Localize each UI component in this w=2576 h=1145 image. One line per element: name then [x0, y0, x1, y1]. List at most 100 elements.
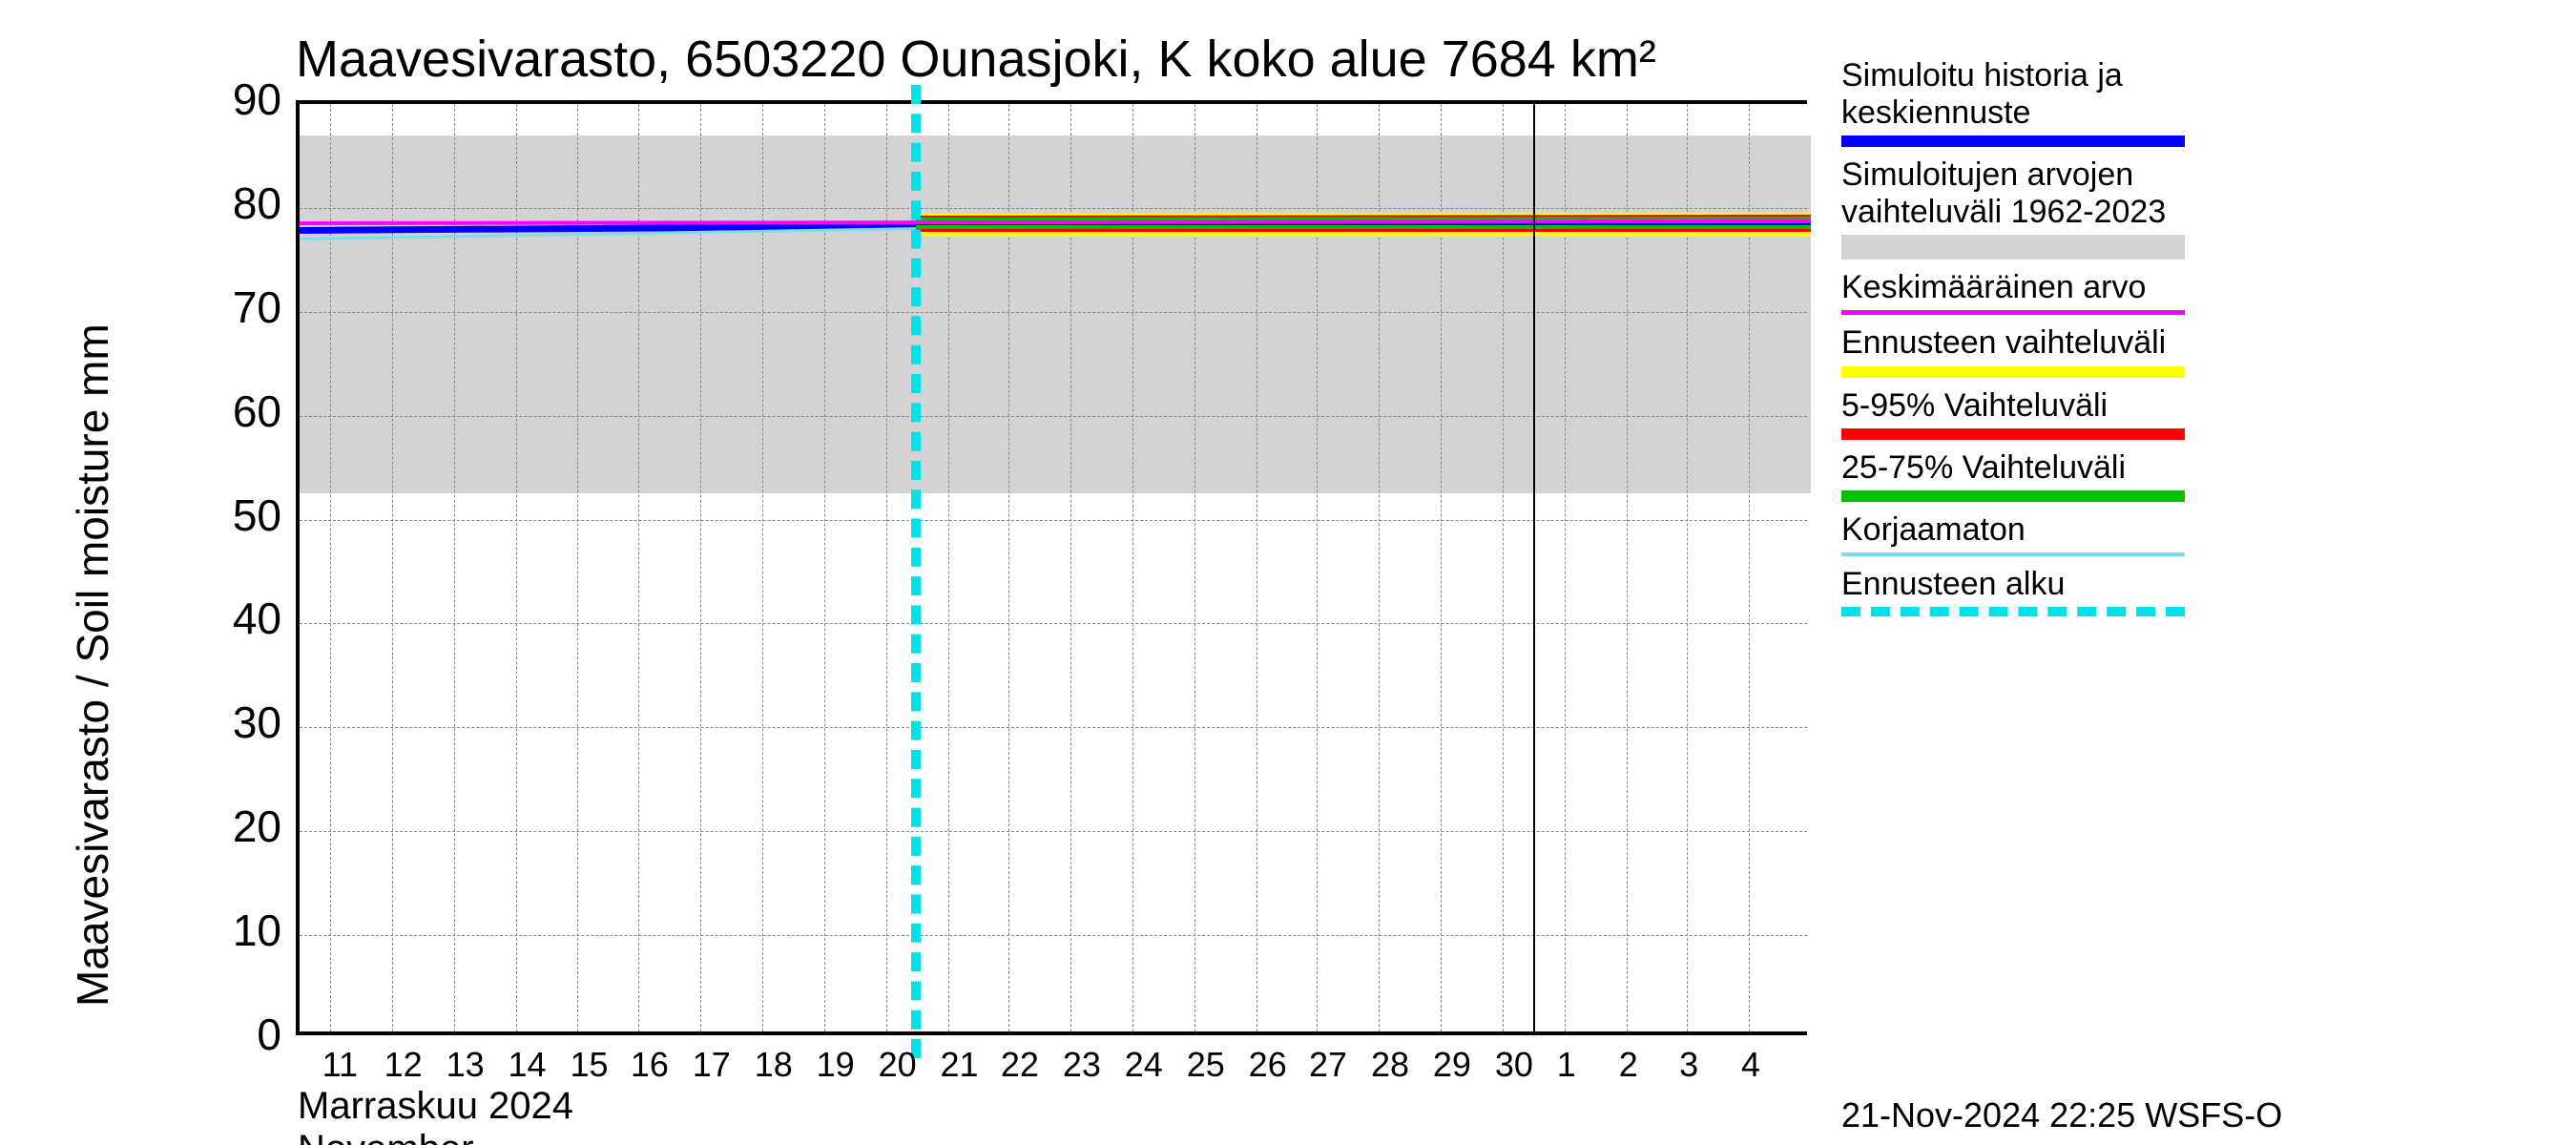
- grid-v: [638, 104, 639, 1031]
- x-tick: 22: [1001, 1045, 1039, 1085]
- x-tick: 4: [1741, 1045, 1760, 1085]
- x-tick: 24: [1125, 1045, 1163, 1085]
- grid-v: [1503, 104, 1504, 1031]
- legend-label: Ennusteen vaihteluväli: [1841, 324, 2185, 362]
- plot-area: [296, 100, 1807, 1035]
- x-tick: 30: [1495, 1045, 1533, 1085]
- y-tick: 90: [167, 73, 281, 125]
- grid-v: [1441, 104, 1442, 1031]
- legend-swatch: [1841, 135, 2185, 147]
- grid-h: [300, 208, 1807, 209]
- legend-item: 25-75% Vaihteluväli: [1841, 449, 2185, 502]
- forecast-start-line: [911, 85, 921, 1058]
- legend-item: Simuloitu historia jakeskiennuste: [1841, 57, 2185, 147]
- legend-item: Ennusteen alku: [1841, 566, 2185, 616]
- month-label-en: November: [298, 1128, 573, 1145]
- x-tick: 19: [817, 1045, 855, 1085]
- x-tick: 15: [570, 1045, 608, 1085]
- grid-v: [1687, 104, 1688, 1031]
- x-tick: 27: [1309, 1045, 1347, 1085]
- legend-label: 25-75% Vaihteluväli: [1841, 449, 2185, 487]
- month-label-fi: Marraskuu 2024: [298, 1085, 573, 1128]
- grid-h: [300, 416, 1807, 417]
- legend-swatch: [1841, 607, 2185, 616]
- grid-v: [1749, 104, 1750, 1031]
- grid-v: [1008, 104, 1009, 1031]
- legend-item: Simuloitujen arvojenvaihteluväli 1962-20…: [1841, 156, 2185, 260]
- grid-v: [1379, 104, 1380, 1031]
- y-tick: 30: [167, 697, 281, 748]
- series-yellow_band_bot: [916, 232, 1811, 237]
- y-axis-label: Maavesivarasto / Soil moisture mm: [67, 323, 118, 1007]
- legend-item: Keskimääräinen arvo: [1841, 269, 2185, 315]
- grid-v: [762, 104, 763, 1031]
- legend-item: Ennusteen vaihteluväli: [1841, 324, 2185, 377]
- y-tick: 40: [167, 593, 281, 644]
- legend-swatch: [1841, 366, 2185, 378]
- grid-v: [1317, 104, 1318, 1031]
- x-tick: 17: [693, 1045, 731, 1085]
- x-tick: 26: [1249, 1045, 1287, 1085]
- legend-label: 5-95% Vaihteluväli: [1841, 387, 2185, 425]
- x-tick: 16: [631, 1045, 669, 1085]
- y-tick: 70: [167, 281, 281, 333]
- y-tick: 0: [167, 1009, 281, 1060]
- legend-label: Simuloitujen arvojenvaihteluväli 1962-20…: [1841, 156, 2185, 231]
- timestamp: 21-Nov-2024 22:25 WSFS-O: [1841, 1095, 2282, 1135]
- grid-h: [300, 520, 1807, 521]
- y-tick: 20: [167, 801, 281, 852]
- grid-v: [1565, 104, 1566, 1031]
- x-tick: 23: [1063, 1045, 1101, 1085]
- legend: Simuloitu historia jakeskiennuste Simuloi…: [1841, 57, 2185, 626]
- grid-v: [516, 104, 517, 1031]
- month-label: Marraskuu 2024 November: [298, 1085, 573, 1145]
- x-tick: 13: [447, 1045, 485, 1085]
- legend-label: Korjaamaton: [1841, 511, 2185, 549]
- grid-h: [300, 312, 1807, 313]
- y-tick: 50: [167, 489, 281, 541]
- grid-v: [1627, 104, 1628, 1031]
- legend-label: Keskimääräinen arvo: [1841, 269, 2185, 306]
- y-tick: 60: [167, 385, 281, 437]
- grid-h: [300, 727, 1807, 728]
- grid-h: [300, 623, 1807, 624]
- legend-label: Simuloitu historia jakeskiennuste: [1841, 57, 2185, 132]
- month-divider: [1533, 104, 1535, 1031]
- x-tick: 28: [1371, 1045, 1409, 1085]
- x-tick: 29: [1433, 1045, 1471, 1085]
- x-tick: 25: [1187, 1045, 1225, 1085]
- legend-swatch: [1841, 490, 2185, 502]
- legend-item: Korjaamaton: [1841, 511, 2185, 556]
- x-tick: 2: [1619, 1045, 1638, 1085]
- legend-label: Ennusteen alku: [1841, 566, 2185, 603]
- legend-swatch: [1841, 310, 2185, 315]
- x-tick: 1: [1557, 1045, 1576, 1085]
- x-tick: 20: [879, 1045, 917, 1085]
- y-tick: 10: [167, 905, 281, 956]
- legend-swatch: [1841, 428, 2185, 440]
- x-tick: 12: [384, 1045, 423, 1085]
- legend-swatch: [1841, 552, 2185, 556]
- grid-v: [700, 104, 701, 1031]
- grid-h: [300, 935, 1807, 936]
- grid-v: [577, 104, 578, 1031]
- x-tick: 3: [1679, 1045, 1698, 1085]
- historical-range-band: [300, 135, 1811, 494]
- grid-v: [948, 104, 949, 1031]
- x-tick: 21: [941, 1045, 979, 1085]
- grid-v: [824, 104, 825, 1031]
- x-tick: 14: [509, 1045, 547, 1085]
- grid-v: [1132, 104, 1133, 1031]
- legend-item: 5-95% Vaihteluväli: [1841, 387, 2185, 440]
- grid-h: [300, 831, 1807, 832]
- grid-v: [454, 104, 455, 1031]
- x-tick: 11: [322, 1045, 358, 1085]
- grid-v: [1070, 104, 1071, 1031]
- grid-v: [330, 104, 331, 1031]
- x-tick: 18: [755, 1045, 793, 1085]
- legend-swatch: [1841, 235, 2185, 260]
- grid-v: [886, 104, 887, 1031]
- chart-title: Maavesivarasto, 6503220 Ounasjoki, K kok…: [296, 30, 1656, 89]
- grid-v: [392, 104, 393, 1031]
- y-tick: 80: [167, 177, 281, 229]
